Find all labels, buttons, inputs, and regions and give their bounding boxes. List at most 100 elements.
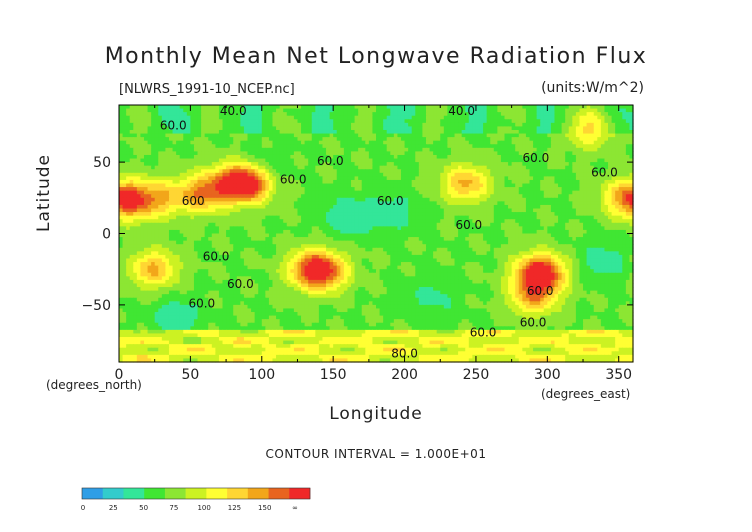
- heatmap-cell: [272, 122, 277, 128]
- heatmap-cell: [301, 215, 306, 220]
- heatmap-cell: [536, 190, 541, 195]
- heatmap-cell: [268, 108, 274, 113]
- heatmap-cell: [575, 187, 581, 192]
- heatmap-cell: [511, 162, 516, 167]
- heatmap-cell: [261, 140, 266, 145]
- heatmap-cell: [147, 212, 152, 217]
- heatmap-cell: [511, 222, 516, 227]
- heatmap-cell: [515, 194, 520, 199]
- heatmap-cell: [554, 122, 559, 128]
- heatmap-cell: [533, 126, 538, 131]
- heatmap-cell: [161, 179, 167, 185]
- heatmap-cell: [176, 154, 181, 160]
- heatmap-cell: [429, 140, 434, 145]
- heatmap-cell: [186, 226, 191, 231]
- heatmap-cell: [322, 105, 327, 110]
- heatmap-cell: [172, 197, 177, 202]
- heatmap-cell: [204, 147, 209, 153]
- heatmap-cell: [586, 162, 591, 167]
- heatmap-cell: [251, 201, 256, 206]
- heatmap-cell: [454, 179, 459, 185]
- heatmap-cell: [415, 158, 420, 163]
- heatmap-cell: [136, 215, 142, 220]
- heatmap-cell: [272, 215, 277, 220]
- heatmap-cell: [358, 194, 363, 199]
- heatmap-cell: [193, 179, 199, 185]
- heatmap-cell: [625, 194, 631, 199]
- heatmap-cell: [268, 190, 274, 195]
- heatmap-cell: [515, 140, 520, 145]
- heatmap-cell: [240, 140, 245, 145]
- heatmap-cell: [400, 151, 406, 156]
- heatmap-cell: [308, 105, 313, 110]
- heatmap-cell: [547, 197, 552, 202]
- heatmap-cell: [379, 165, 384, 170]
- heatmap-cell: [540, 172, 545, 177]
- heatmap-cell: [418, 151, 424, 156]
- heatmap-cell: [140, 133, 145, 138]
- heatmap-cell: [186, 115, 191, 120]
- heatmap-cell: [276, 215, 281, 220]
- heatmap-cell: [372, 147, 377, 153]
- heatmap-cell: [143, 204, 149, 210]
- heatmap-cell: [186, 165, 191, 170]
- heatmap-cell: [397, 119, 402, 124]
- heatmap-cell: [161, 129, 167, 135]
- heatmap-cell: [608, 194, 613, 199]
- heatmap-cell: [436, 133, 441, 138]
- heatmap-cell: [575, 201, 581, 206]
- heatmap-cell: [258, 208, 263, 213]
- heatmap-cell: [351, 226, 356, 231]
- heatmap-cell: [529, 115, 534, 120]
- heatmap-cell: [261, 115, 266, 120]
- heatmap-cell: [243, 187, 249, 192]
- heatmap-cell: [518, 151, 523, 156]
- heatmap-cell: [318, 112, 324, 117]
- heatmap-cell: [122, 158, 127, 163]
- heatmap-cell: [415, 144, 420, 149]
- heatmap-cell: [558, 204, 563, 210]
- heatmap-cell: [376, 179, 381, 185]
- heatmap-cell: [493, 208, 498, 213]
- heatmap-cell: [508, 158, 513, 163]
- heatmap-cell: [440, 122, 445, 128]
- heatmap-cell: [572, 133, 577, 138]
- heatmap-cell: [475, 176, 481, 181]
- heatmap-cell: [147, 112, 152, 117]
- heatmap-cell: [511, 183, 516, 188]
- heatmap-cell: [229, 172, 234, 177]
- heatmap-cell: [508, 140, 513, 145]
- heatmap-cell: [351, 212, 356, 217]
- heatmap-cell: [322, 208, 327, 213]
- heatmap-cell: [283, 115, 288, 120]
- heatmap-cell: [422, 147, 427, 153]
- heatmap-cell: [276, 187, 281, 192]
- heatmap-cell: [254, 147, 259, 153]
- heatmap-cell: [565, 190, 570, 195]
- heatmap-cell: [486, 197, 491, 202]
- heatmap-cell: [354, 208, 359, 213]
- heatmap-cell: [311, 147, 316, 153]
- heatmap-cell: [593, 172, 598, 177]
- heatmap-cell: [440, 172, 445, 177]
- heatmap-cell: [443, 172, 448, 177]
- heatmap-cell: [197, 176, 202, 181]
- heatmap-cell: [533, 115, 538, 120]
- heatmap-cell: [276, 115, 281, 120]
- heatmap-cell: [497, 158, 502, 163]
- heatmap-cell: [408, 129, 413, 135]
- heatmap-cell: [518, 201, 523, 206]
- heatmap-cell: [629, 222, 634, 227]
- heatmap-cell: [493, 151, 498, 156]
- heatmap-cell: [315, 219, 320, 224]
- heatmap-cell: [440, 197, 445, 202]
- heatmap-cell: [418, 115, 424, 120]
- heatmap-cell: [461, 126, 466, 131]
- heatmap-cell: [593, 212, 598, 217]
- heatmap-cell: [301, 162, 306, 167]
- heatmap-cell: [572, 190, 577, 195]
- heatmap-cell: [326, 176, 331, 181]
- heatmap-cell: [536, 129, 541, 135]
- heatmap-cell: [568, 122, 573, 128]
- heatmap-cell: [511, 197, 516, 202]
